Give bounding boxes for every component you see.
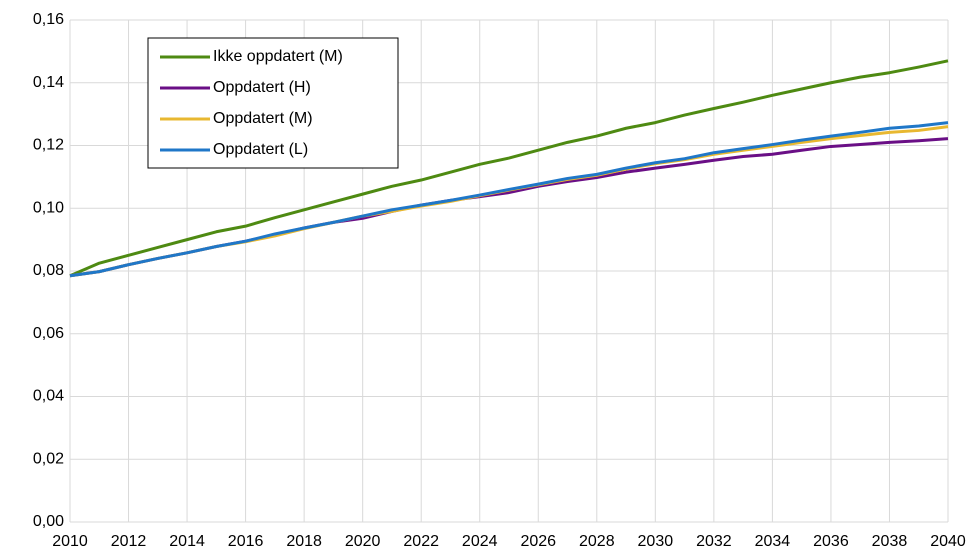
x-tick-label: 2012	[111, 533, 147, 550]
x-tick-label: 2030	[638, 533, 674, 550]
x-tick-label: 2038	[872, 533, 908, 550]
legend-box	[147, 37, 399, 169]
x-tick-label: 2018	[286, 533, 322, 550]
y-tick-label: 0,02	[33, 450, 64, 467]
series-line	[69, 59, 949, 278]
x-tick-label: 2014	[169, 533, 205, 550]
x-tick-label: 2036	[813, 533, 849, 550]
legend: Ikke oppdatert (M) Oppdatert (H) Oppdatert…	[147, 37, 399, 169]
legend-label: Oppdatert (L)	[213, 141, 308, 158]
y-tick-label: 0,14	[33, 74, 64, 91]
y-tick-label: 0,00	[33, 513, 64, 530]
legend-label: Oppdatert (M)	[213, 110, 313, 127]
y-tick-label: 0,04	[33, 388, 64, 405]
x-tick-label: 2024	[462, 533, 498, 550]
legend-label: Ikke oppdatert (M)	[213, 48, 343, 65]
y-tick-label: 0,06	[33, 325, 64, 342]
y-tick-label: 0,10	[33, 199, 64, 216]
y-tick-label: 0,08	[33, 262, 64, 279]
x-tick-label: 2028	[579, 533, 615, 550]
y-tick-label: 0,12	[33, 137, 64, 154]
x-tick-label: 2016	[228, 533, 264, 550]
x-tick-label: 2040	[930, 533, 966, 550]
x-tick-label: 2020	[345, 533, 381, 550]
x-tick-label: 2022	[403, 533, 439, 550]
y-tick-label: 0,16	[33, 11, 64, 28]
x-tick-label: 2010	[52, 533, 88, 550]
series-line	[69, 121, 949, 278]
x-tick-label: 2034	[755, 533, 791, 550]
x-tick-label: 2026	[520, 533, 556, 550]
legend-label: Oppdatert (H)	[213, 79, 311, 96]
x-tick-label: 2032	[696, 533, 732, 550]
